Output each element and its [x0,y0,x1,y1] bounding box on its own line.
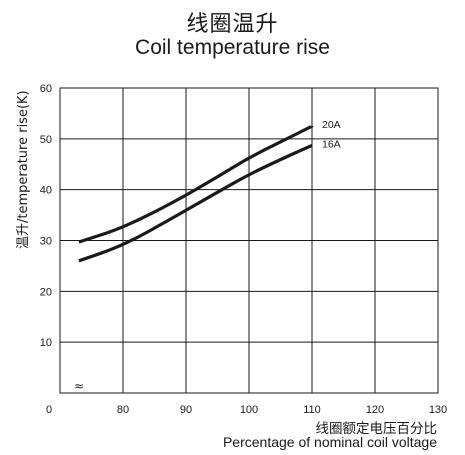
x-axis-label: 线圈额定电压百分比 [315,421,438,437]
y-tick-label: 60 [40,83,52,95]
axis-break-mark: ≈ [74,379,84,393]
x-tick-label: 120 [366,404,384,416]
series-labels: 20A 16A [322,119,341,150]
x-tick-label: 100 [240,404,258,416]
y-tick-label: 40 [40,185,52,197]
y-tick-label: 50 [40,134,52,146]
series-label-20a: 20A [322,119,341,131]
chart-title: 线圈温升 [186,12,279,37]
chart-subtitle: Coil temperature rise [135,36,330,59]
series-label-16a: 16A [322,138,341,150]
x-tick-label: 130 [429,404,447,416]
series-lines [78,124,314,263]
y-tick-label: 20 [40,286,52,298]
y-tick-label: 30 [40,236,52,248]
tick-labels: 0 80 90 100 110 120 130 10 20 30 40 50 60 [40,83,447,416]
x-tick-label: 80 [117,404,129,416]
x-axis-label-en: Percentage of nominal coil voltage [222,434,437,450]
series-line-20a [78,124,314,244]
x-tick-label: 0 [46,404,52,416]
x-tick-label: 110 [303,404,321,416]
grid: ≈ [59,87,439,394]
series-line-16a [78,143,313,263]
y-tick-label: 10 [40,337,52,349]
x-tick-label: 90 [180,404,192,416]
